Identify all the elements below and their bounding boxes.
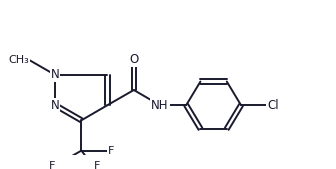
Text: O: O	[129, 53, 138, 66]
Text: NH: NH	[151, 99, 169, 112]
Text: Cl: Cl	[267, 99, 279, 112]
Text: CH₃: CH₃	[8, 55, 29, 65]
Text: F: F	[108, 146, 114, 156]
Text: N: N	[51, 68, 59, 81]
Text: F: F	[49, 161, 55, 169]
Text: F: F	[93, 161, 100, 169]
Text: N: N	[51, 99, 59, 112]
